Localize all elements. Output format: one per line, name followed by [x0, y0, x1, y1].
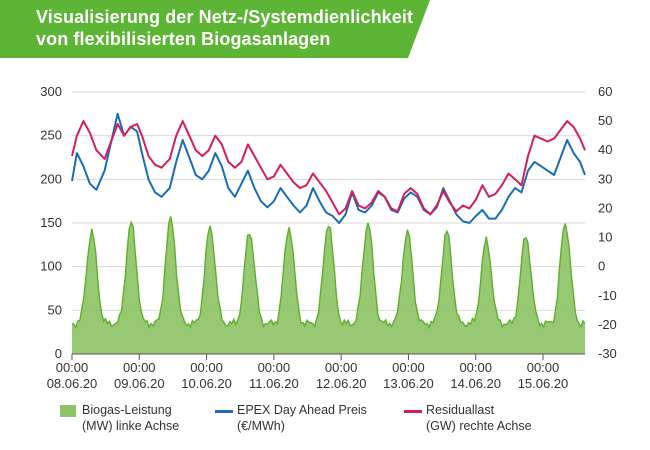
legend-label-epex-line1: EPEX Day Ahead Preis	[237, 403, 367, 417]
x-tick-label-time: 00:00	[459, 360, 492, 375]
x-tick-label-time: 00:00	[392, 360, 425, 375]
y-left-tick-label: 150	[40, 215, 62, 230]
title-banner-shape	[0, 0, 430, 58]
y-left-tick-label: 100	[40, 259, 62, 274]
y-right-tick-label: 10	[598, 230, 612, 245]
legend-swatch-epex	[215, 410, 233, 413]
legend-label-epex-line2: (€/MWh)	[237, 419, 285, 433]
y-right-tick-label: -30	[598, 346, 617, 361]
x-tick-label-time: 00:00	[258, 360, 291, 375]
legend-swatch-residuallast	[404, 410, 422, 413]
title-banner: Visualisierung der Netz-/Systemdienlichk…	[0, 0, 430, 58]
series-line-biogas	[71, 216, 586, 330]
y-left-tick-label: 50	[48, 302, 62, 317]
x-tick-label-time: 00:00	[190, 360, 223, 375]
y-right-tick-label: -10	[598, 288, 617, 303]
legend-swatch-biogas	[60, 405, 76, 417]
x-tick-label-date: 11.06.20	[249, 376, 299, 391]
y-left-tick-label: 0	[55, 346, 62, 361]
series-area-biogas	[72, 216, 585, 354]
series-line-residuallast	[71, 120, 586, 216]
y-left-tick-label: 250	[40, 128, 62, 143]
y-left-tick-label: 200	[40, 171, 62, 186]
x-tick-label-date: 15.06.20	[518, 376, 569, 391]
y-right-tick-label: -20	[598, 317, 617, 332]
series-line-epex	[71, 112, 586, 224]
x-tick-label-date: 09.06.20	[114, 376, 165, 391]
x-tick-label-date: 13.06.20	[383, 376, 434, 391]
x-tick-label-time: 00:00	[123, 360, 156, 375]
chart-title-line2: von flexibilisierten Biogasanlagen	[36, 29, 331, 49]
legend-label-residuallast-line1: Residuallast	[426, 403, 495, 417]
y-left-tick-label: 300	[40, 84, 62, 99]
y-right-tick-label: 50	[598, 113, 612, 128]
x-tick-label-time: 00:00	[527, 360, 560, 375]
x-tick-label-time: 00:00	[325, 360, 358, 375]
y-right-tick-label: 30	[598, 171, 612, 186]
y-right-tick-label: 20	[598, 200, 612, 215]
x-tick-label-date: 10.06.20	[181, 376, 232, 391]
y-right-tick-label: 60	[598, 84, 612, 99]
legend-label-biogas-line1: Biogas-Leistung	[82, 403, 172, 417]
y-right-tick-label: 0	[598, 259, 605, 274]
x-tick-label-date: 08.06.20	[47, 376, 98, 391]
legend-label-residuallast-line2: (GW) rechte Achse	[426, 419, 532, 433]
x-tick-label-date: 14.06.20	[450, 376, 501, 391]
x-tick-label-date: 12.06.20	[316, 376, 367, 391]
y-right-tick-label: 40	[598, 142, 612, 157]
legend-label-biogas-line2: (MW) linke Achse	[82, 419, 180, 433]
x-tick-label-time: 00:00	[56, 360, 89, 375]
chart-title-line1: Visualisierung der Netz-/Systemdienlichk…	[36, 7, 414, 27]
